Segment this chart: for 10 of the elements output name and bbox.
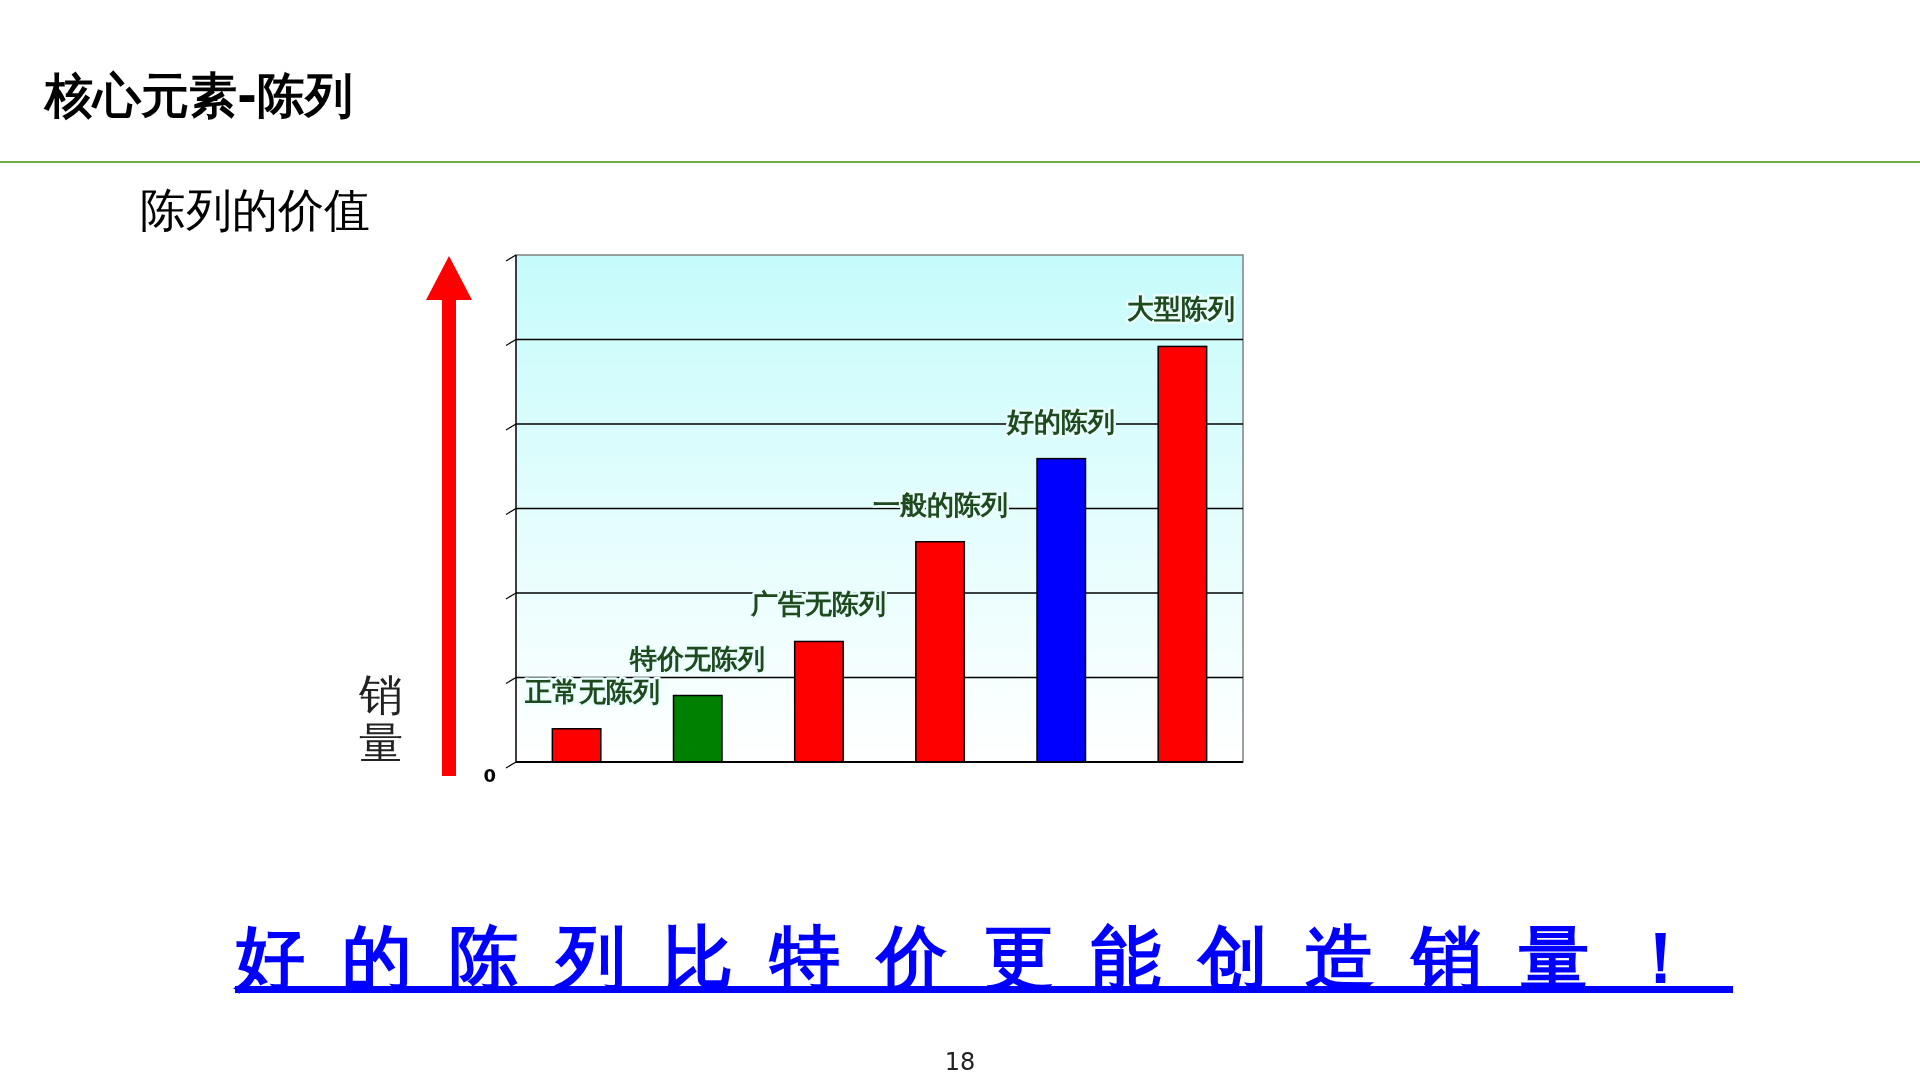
text: 0 — [483, 765, 496, 786]
x-tick-label: 正常无陈列 — [524, 675, 660, 707]
chart-subtitle: 陈列的价值 — [140, 183, 370, 237]
chart-title: 核心元素-陈列 — [43, 67, 353, 123]
y-axis-title: 销量 — [358, 669, 403, 768]
text: 18 — [944, 1048, 976, 1076]
x-tick-label: 大型陈列 — [1127, 293, 1235, 325]
x-tick-label: 特价无陈列 — [629, 642, 766, 674]
text: 好的陈列比特价更能创造销量！ — [232, 917, 1733, 999]
x-tick-label: 广告无陈列 — [750, 588, 887, 620]
